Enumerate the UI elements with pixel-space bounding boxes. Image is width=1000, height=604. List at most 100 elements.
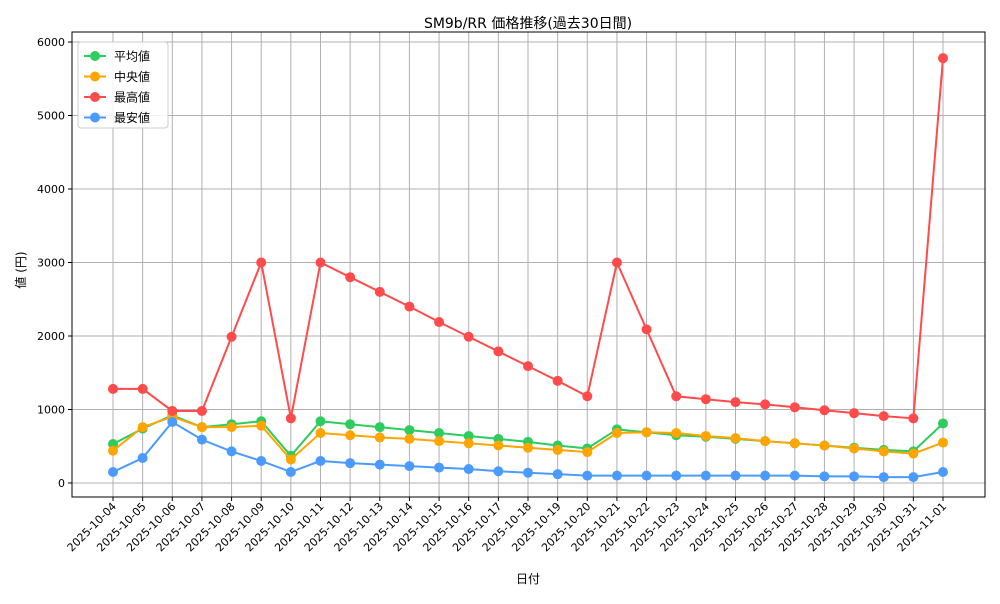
data-point [345,419,356,430]
data-point [849,408,860,419]
data-point [641,470,652,481]
legend-marker [90,71,100,82]
data-point [226,422,237,433]
data-point [671,470,682,481]
legend-box [77,41,169,129]
data-point [285,413,296,424]
data-point [434,428,445,439]
data-point [315,416,326,427]
data-point [700,470,711,481]
data-point [256,257,267,268]
data-point [345,430,356,441]
data-point [938,466,948,477]
data-point [285,454,296,465]
data-point [196,434,207,445]
data-point [404,433,415,444]
data-point [345,458,356,469]
legend-label: 最高値 [114,90,150,105]
data-point [463,438,474,449]
y-axis-label: 値 (円) [13,251,28,288]
grid [72,32,985,497]
data-point [196,422,207,433]
data-point [137,422,148,433]
y-tick-label: 3000 [37,257,65,270]
data-point [819,471,830,482]
data-point [611,257,622,268]
data-point [938,437,948,448]
data-point [463,464,474,475]
data-point [404,461,415,472]
data-point [167,416,178,427]
data-point [730,470,741,481]
data-point [285,466,296,477]
series-中央値 [108,411,948,465]
data-point [256,420,267,431]
data-point [789,438,800,449]
data-point [908,448,919,459]
data-point [760,436,771,447]
data-point [878,411,889,422]
data-point [878,446,889,457]
data-point [760,470,771,481]
chart-title: SM9b/RR 価格推移(過去30日間) [424,16,632,32]
data-point [760,399,771,410]
data-point [434,317,445,328]
data-point [374,286,385,297]
data-point [404,301,415,312]
data-point [552,444,563,455]
data-point [523,467,533,478]
data-point [226,331,237,342]
data-point [108,466,118,477]
data-point [938,53,948,64]
y-tick-label: 1000 [37,404,65,417]
data-point [819,405,830,416]
data-point [671,428,682,439]
data-point [108,445,118,456]
data-point [671,391,682,402]
data-point [582,447,593,458]
data-point [493,346,504,357]
legend-label: 最安値 [114,110,150,125]
data-point [523,361,533,372]
data-point [611,428,622,439]
data-point [434,462,445,473]
legend-label: 中央値 [114,69,150,84]
data-point [552,469,563,480]
data-point [789,402,800,413]
data-point [849,471,860,482]
data-point [730,433,741,444]
data-point [938,418,948,429]
data-point [226,446,237,457]
data-point [196,405,207,416]
data-point [374,432,385,443]
data-point [552,375,563,386]
x-axis-label: 日付 [516,572,540,586]
data-point [404,425,415,436]
data-point [849,443,860,454]
data-point [611,470,622,481]
data-point [315,257,326,268]
data-point [819,440,830,451]
data-point [700,394,711,405]
data-point [345,272,356,283]
data-point [582,391,593,402]
data-point [641,324,652,335]
data-point [641,427,652,438]
y-tick-label: 4000 [37,183,65,196]
series-最安値 [108,416,948,483]
data-point [582,470,593,481]
data-point [730,397,741,408]
data-point [137,383,148,394]
y-tick-label: 5000 [37,110,65,123]
data-point [493,466,504,477]
y-tick-label: 6000 [37,36,65,49]
data-point [137,453,148,464]
data-point [374,459,385,470]
data-point [523,442,533,453]
series-group [108,53,948,483]
data-point [908,413,919,424]
data-point [374,422,385,433]
data-point [700,430,711,441]
data-point [315,455,326,466]
